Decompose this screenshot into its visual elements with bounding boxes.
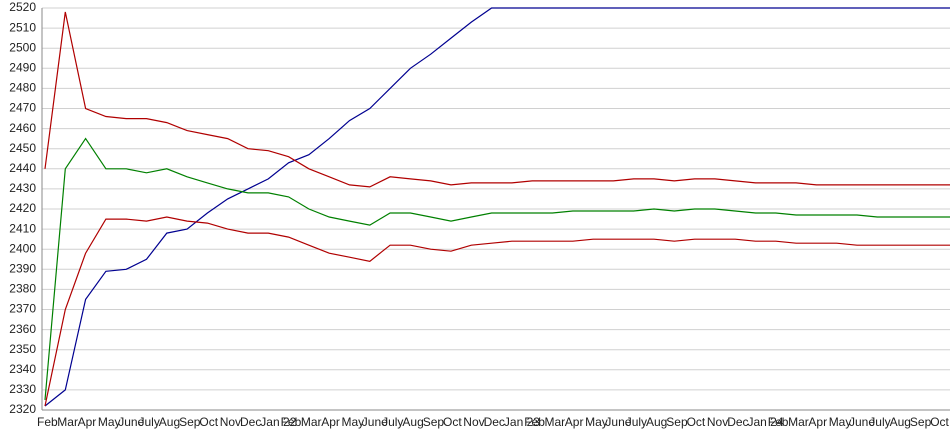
x-tick-label: July [139, 415, 160, 429]
y-tick-label: 2440 [9, 161, 36, 175]
x-tick-label: Mar [57, 415, 78, 429]
x-tick-label: Apr [565, 415, 584, 429]
y-tick-label: 2340 [9, 362, 36, 376]
x-tick-label: Sep [423, 415, 445, 429]
y-tick-label: 2350 [9, 342, 36, 356]
x-tick-label: Mar [545, 415, 566, 429]
x-tick-label: Aug [159, 415, 180, 429]
x-tick-label: Sep [179, 415, 201, 429]
x-tick-label: Apr [321, 415, 340, 429]
y-tick-label: 2470 [9, 101, 36, 115]
x-tick-label: Feb [281, 415, 302, 429]
x-tick-label: May [585, 415, 608, 429]
series-line [44, 7, 950, 407]
x-tick-label: July [382, 415, 403, 429]
x-tick-label: Dec [240, 415, 261, 429]
x-tick-label: Apr [808, 415, 827, 429]
y-tick-label: 2480 [9, 81, 36, 95]
x-tick-label: Apr [78, 415, 97, 429]
x-tick-label: May [829, 415, 852, 429]
y-tick-label: 2450 [9, 141, 36, 155]
series-line [44, 11, 950, 188]
series-line [44, 137, 950, 400]
x-tick-label: Mar [301, 415, 322, 429]
y-tick-label: 2410 [9, 221, 36, 235]
y-tick-label: 2520 [9, 0, 36, 14]
y-tick-label: 2500 [9, 40, 36, 54]
y-tick-label: 2400 [9, 241, 36, 255]
x-tick-label: Dec [727, 415, 748, 429]
x-tick-label: June [849, 415, 875, 429]
x-tick-label: July [626, 415, 647, 429]
x-tick-label: Nov [707, 415, 728, 429]
x-tick-label: Nov [463, 415, 484, 429]
x-tick-label: Feb [37, 415, 58, 429]
x-tick-label: June [362, 415, 388, 429]
x-tick-label: Jan 24 [748, 415, 784, 429]
x-tick-label: Oct [930, 415, 949, 429]
x-tick-label: Oct [443, 415, 462, 429]
x-tick-label: May [342, 415, 365, 429]
x-tick-label: Dec [484, 415, 505, 429]
series-line [44, 216, 950, 407]
x-tick-label: Oct [687, 415, 706, 429]
y-tick-label: 2490 [9, 60, 36, 74]
x-tick-label: Sep [666, 415, 688, 429]
x-tick-label: Oct [199, 415, 218, 429]
y-tick-label: 2330 [9, 382, 36, 396]
x-tick-label: Feb [524, 415, 545, 429]
x-tick-label: Nov [220, 415, 241, 429]
x-tick-label: Jan 23 [504, 415, 540, 429]
y-tick-label: 2320 [9, 402, 36, 416]
x-tick-label: Jan 22 [260, 415, 296, 429]
y-tick-label: 2460 [9, 121, 36, 135]
x-tick-label: Feb [768, 415, 789, 429]
y-tick-label: 2360 [9, 322, 36, 336]
x-tick-label: Sep [910, 415, 932, 429]
y-tick-label: 2370 [9, 302, 36, 316]
x-tick-label: Aug [646, 415, 667, 429]
x-tick-label: Aug [890, 415, 911, 429]
y-tick-label: 2390 [9, 261, 36, 275]
x-tick-label: June [118, 415, 144, 429]
y-tick-label: 2510 [9, 20, 36, 34]
x-tick-label: May [98, 415, 121, 429]
x-tick-label: Aug [402, 415, 423, 429]
y-tick-label: 2420 [9, 201, 36, 215]
y-tick-label: 2380 [9, 282, 36, 296]
y-tick-label: 2430 [9, 181, 36, 195]
x-tick-label: Mar [788, 415, 809, 429]
x-tick-label: June [605, 415, 631, 429]
x-tick-label: July [869, 415, 890, 429]
